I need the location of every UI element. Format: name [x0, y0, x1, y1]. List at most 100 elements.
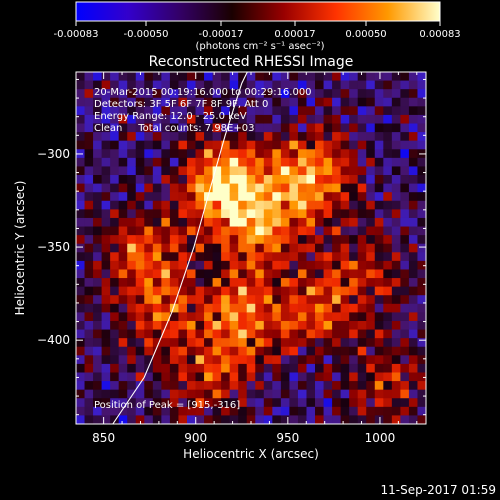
heatmap-cell — [110, 89, 120, 99]
heatmap-cell — [127, 278, 137, 288]
heatmap-cell — [323, 312, 333, 322]
heatmap-cell — [221, 132, 231, 142]
heatmap-cell — [118, 89, 128, 99]
heatmap-cell — [332, 415, 342, 424]
heatmap-cell — [144, 355, 154, 365]
heatmap-cell — [280, 200, 290, 210]
heatmap-cell — [315, 183, 324, 193]
heatmap-cell — [93, 157, 103, 167]
heatmap-cell — [118, 149, 128, 159]
heatmap-cell — [357, 320, 367, 330]
heatmap-cell — [340, 97, 350, 107]
heatmap-cell — [383, 132, 393, 142]
heatmap-cell — [391, 114, 401, 124]
heatmap-cell — [221, 398, 231, 408]
heatmap-cell — [93, 106, 103, 116]
heatmap-cell — [246, 338, 256, 348]
heatmap-cell — [349, 132, 359, 142]
heatmap-cell — [152, 235, 162, 245]
heatmap-cell — [417, 406, 426, 416]
heatmap-cell — [289, 398, 299, 408]
heatmap-cell — [212, 235, 222, 245]
heatmap-cell — [110, 200, 120, 210]
heatmap-cell — [417, 114, 426, 124]
heatmap-cell — [84, 363, 94, 373]
heatmap-cell — [238, 175, 248, 185]
heatmap-cell — [332, 132, 342, 142]
heatmap-cell — [417, 200, 426, 210]
heatmap-cell — [315, 166, 324, 176]
heatmap-cell — [195, 72, 205, 81]
heatmap-cell — [297, 72, 307, 81]
heatmap-cell — [204, 286, 213, 296]
heatmap-cell — [178, 286, 188, 296]
heatmap-cell — [161, 381, 171, 391]
heatmap-cell — [204, 363, 213, 373]
heatmap-cell — [212, 286, 222, 296]
heatmap-cell — [93, 303, 103, 313]
heatmap-cell — [76, 217, 85, 227]
heatmap-cell — [204, 243, 213, 253]
heatmap-cell — [315, 114, 324, 124]
heatmap-cell — [169, 398, 179, 408]
heatmap-cell — [110, 80, 120, 90]
heatmap-cell — [366, 166, 376, 176]
heatmap-cell — [178, 200, 188, 210]
heatmap-cell — [127, 303, 137, 313]
heatmap-cell — [221, 381, 231, 391]
heatmap-cell — [357, 415, 367, 424]
heatmap-cell — [152, 312, 162, 322]
heatmap-cell — [221, 372, 231, 382]
heatmap-cell — [101, 157, 111, 167]
heatmap-cell — [391, 217, 401, 227]
heatmap-cell — [178, 278, 188, 288]
heatmap-cell — [169, 114, 179, 124]
heatmap-cell — [315, 260, 324, 270]
heatmap-cell — [229, 338, 239, 348]
heatmap-cell — [297, 406, 307, 416]
heatmap-cell — [238, 363, 248, 373]
heatmap-cell — [391, 200, 401, 210]
heatmap-cell — [391, 260, 401, 270]
heatmap-cell — [169, 157, 179, 167]
heatmap-cell — [178, 192, 188, 202]
heatmap-cell — [366, 226, 376, 236]
heatmap-cell — [186, 183, 196, 193]
heatmap-cell — [144, 175, 154, 185]
heatmap-cell — [400, 89, 410, 99]
heatmap-cell — [195, 398, 205, 408]
heatmap-cell — [161, 372, 171, 382]
heatmap-cell — [323, 363, 333, 373]
heatmap-cell — [255, 286, 265, 296]
heatmap-cell — [340, 406, 350, 416]
heatmap-cell — [408, 363, 418, 373]
heatmap-cell — [93, 114, 103, 124]
heatmap-cell — [323, 132, 333, 142]
heatmap-cell — [417, 303, 426, 313]
heatmap-cell — [315, 312, 324, 322]
heatmap-cell — [110, 72, 120, 81]
heatmap-cell — [366, 132, 376, 142]
heatmap-cell — [101, 363, 111, 373]
heatmap-cell — [400, 123, 410, 133]
heatmap-cell — [349, 140, 359, 150]
heatmap-cell — [144, 226, 154, 236]
heatmap-cell — [383, 123, 393, 133]
heatmap-cell — [161, 406, 171, 416]
heatmap-cell — [169, 140, 179, 150]
heatmap-cell — [178, 303, 188, 313]
heatmap-cell — [144, 295, 154, 305]
heatmap-cell — [315, 415, 324, 424]
heatmap-cell — [110, 175, 120, 185]
heatmap-cell — [178, 363, 188, 373]
heatmap-cell — [144, 260, 154, 270]
heatmap-cell — [101, 80, 111, 90]
heatmap-cell — [272, 389, 282, 399]
heatmap-cell — [76, 320, 85, 330]
heatmap-cell — [161, 114, 171, 124]
heatmap-cell — [263, 415, 273, 424]
heatmap-cell — [118, 157, 128, 167]
heatmap-cell — [169, 406, 179, 416]
heatmap-cell — [152, 140, 162, 150]
heatmap-cell — [246, 89, 256, 99]
